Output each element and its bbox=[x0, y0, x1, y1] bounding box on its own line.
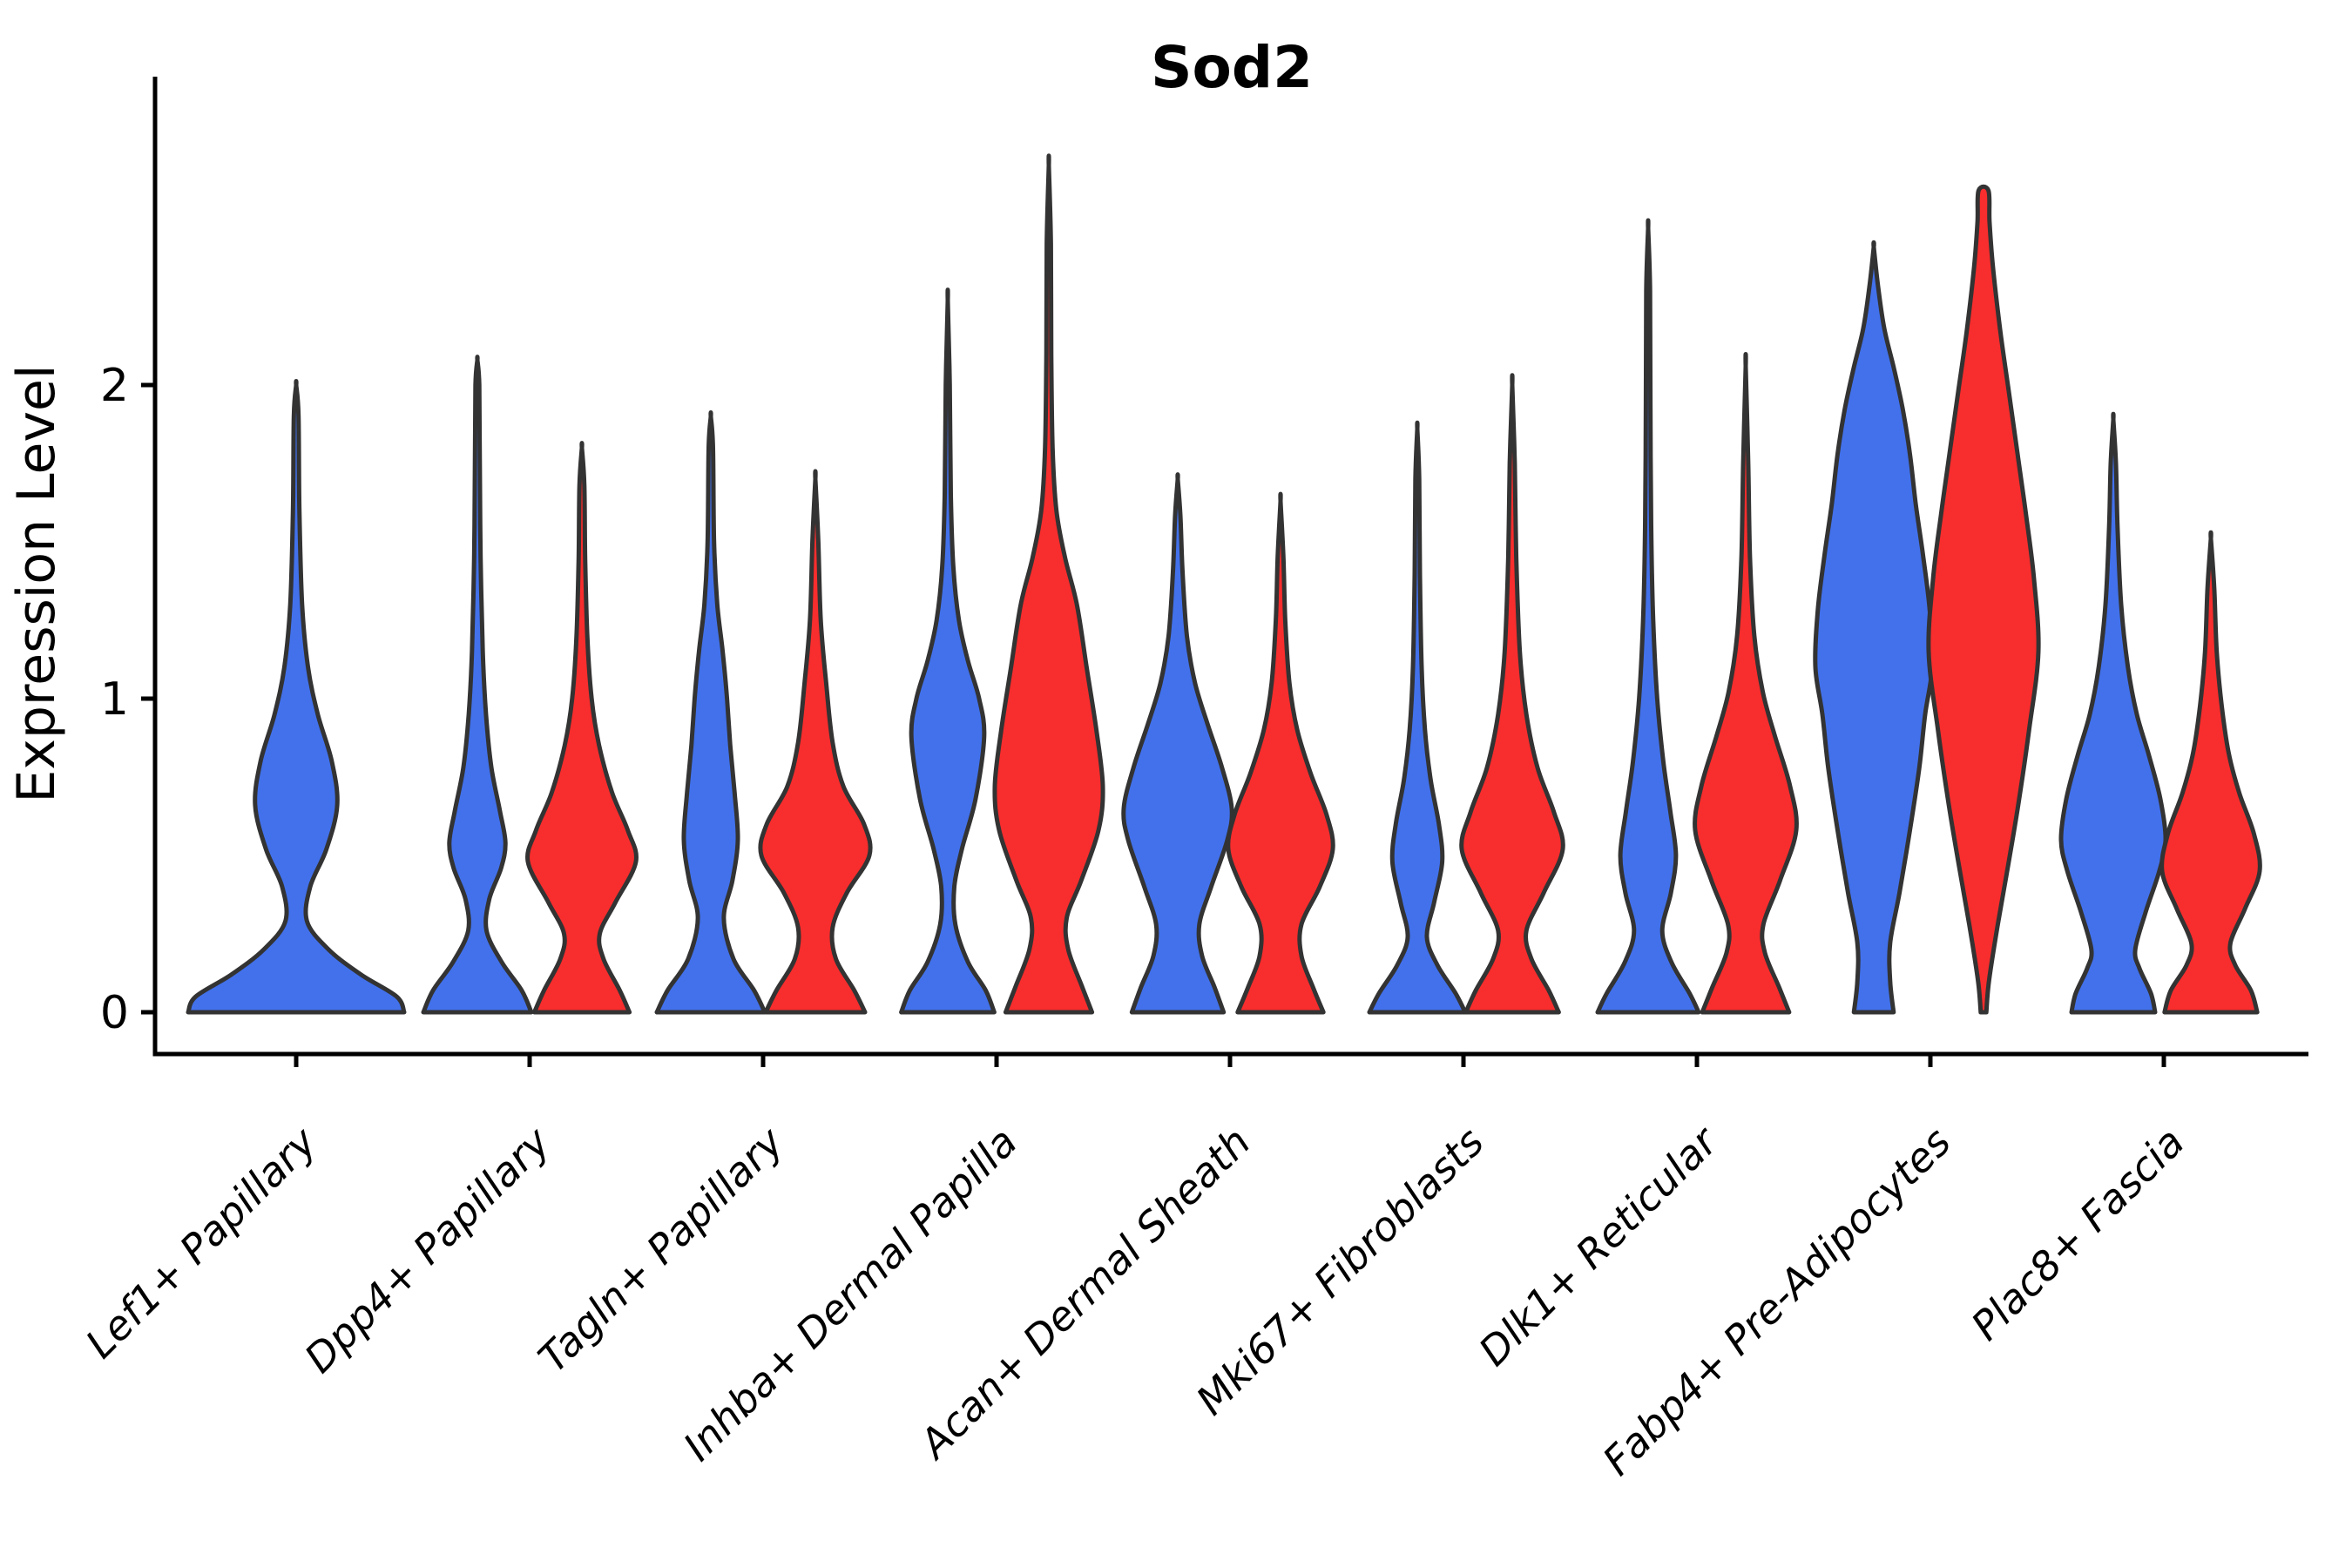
violin-plac8-fascia-red bbox=[2159, 530, 2262, 1015]
violin-mki67-fibroblasts-blue bbox=[1367, 420, 1468, 1015]
violin-dlk1-reticular-red bbox=[1693, 351, 1799, 1015]
violin-fabp4-pre-adipocytes-blue bbox=[1813, 240, 1935, 1015]
violin-mki67-fibroblasts-red bbox=[1459, 373, 1565, 1015]
violin-inhba-dermal-papilla-red bbox=[992, 153, 1105, 1015]
violin-tagln-papillary-blue bbox=[654, 410, 767, 1015]
violin-fabp4-pre-adipocytes-red bbox=[1926, 184, 2041, 1015]
violin-acan-dermal-sheath-red bbox=[1226, 491, 1335, 1015]
violin-tagln-papillary-red bbox=[758, 469, 873, 1015]
violins-layer bbox=[186, 153, 2262, 1015]
chart-title: Sod2 bbox=[1151, 34, 1313, 101]
y-tick-label: 0 bbox=[100, 987, 129, 1039]
violin-lef1-papillary-blue bbox=[186, 379, 407, 1015]
violin-dlk1-reticular-blue bbox=[1595, 218, 1701, 1015]
y-tick-label: 1 bbox=[100, 673, 129, 726]
violin-dpp4-papillary-blue bbox=[421, 355, 534, 1015]
violin-plac8-fascia-blue bbox=[2058, 411, 2168, 1015]
y-tick-label: 2 bbox=[100, 360, 129, 412]
violin-dpp4-papillary-red bbox=[525, 441, 639, 1015]
y-axis-ticks: 0 1 2 bbox=[100, 360, 155, 1039]
y-axis-label: Expression Level bbox=[6, 364, 67, 802]
violin-inhba-dermal-papilla-blue bbox=[899, 287, 997, 1015]
violin-acan-dermal-sheath-blue bbox=[1121, 472, 1234, 1015]
